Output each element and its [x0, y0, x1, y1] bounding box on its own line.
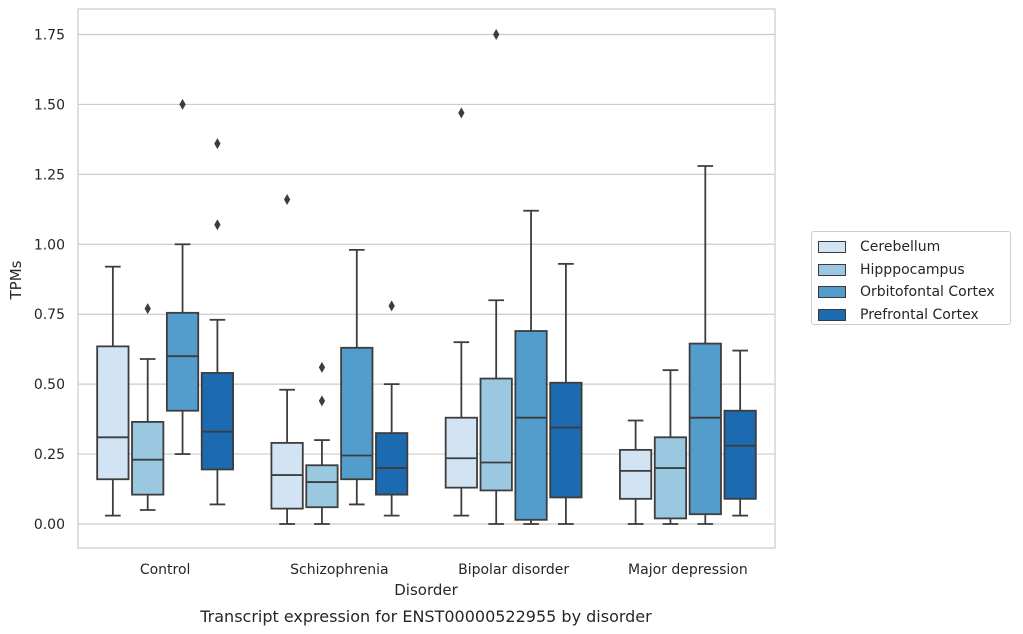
box — [165, 311, 200, 412]
box — [200, 372, 234, 471]
outlier-point — [283, 194, 291, 206]
box-plot — [165, 98, 200, 455]
box — [723, 409, 757, 500]
box-plot — [96, 265, 130, 517]
box-plots — [96, 29, 757, 525]
box-plot — [131, 303, 165, 511]
legend-label: Prefrontal Cortex — [860, 306, 979, 323]
box-plot — [479, 29, 513, 525]
y-tick-label: 1.50 — [34, 97, 65, 113]
box-plot — [549, 262, 583, 525]
box — [131, 421, 165, 496]
box-plot — [305, 361, 339, 525]
y-tick-label: 0.75 — [34, 307, 65, 323]
outlier-point — [214, 219, 221, 231]
legend-swatch — [818, 241, 846, 254]
x-axis-label: Disorder — [394, 581, 458, 599]
legend-label: Hipppocampus — [860, 261, 965, 278]
outlier-point — [144, 303, 151, 315]
box-plot — [723, 349, 757, 517]
box-plot — [200, 138, 234, 506]
box — [653, 436, 688, 520]
y-tick-label: 1.00 — [34, 237, 65, 253]
box-plot — [270, 194, 304, 525]
legend-swatch — [818, 263, 846, 276]
outlier-point — [318, 361, 326, 373]
box-plot — [619, 419, 653, 525]
legend-item: Cerebellum — [818, 236, 1010, 259]
box — [305, 464, 339, 509]
legend-swatch — [818, 286, 846, 299]
x-tick-label: Control — [140, 562, 191, 578]
y-tick-label: 1.25 — [34, 167, 65, 183]
x-tick-label: Schizophrenia — [290, 562, 388, 578]
box-plot — [653, 369, 688, 525]
box — [688, 342, 722, 516]
legend-item: Prefrontal Cortex — [818, 304, 1010, 327]
box-plot — [340, 248, 374, 506]
legend-item: Hipppocampus — [818, 259, 1010, 282]
box — [549, 381, 583, 499]
x-tick-labels: Control Schizophrenia Bipolar disorder Majo… — [140, 562, 748, 578]
y-tick-label: 0.00 — [34, 517, 65, 533]
outlier-point — [458, 107, 465, 119]
y-axis-label: TPMs — [7, 260, 25, 300]
legend: Cerebellum Hipppocampus Orbitofontal Corte… — [811, 231, 1011, 325]
outlier-point — [318, 395, 326, 407]
x-tick-label: Bipolar disorder — [458, 562, 569, 578]
x-tick-label: Major depression — [628, 562, 748, 578]
outlier-point — [388, 300, 395, 312]
y-tick-label: 0.50 — [34, 377, 65, 393]
legend-swatch — [818, 308, 846, 321]
box — [340, 346, 374, 481]
box — [375, 432, 409, 496]
plot-area-frame — [77, 8, 776, 549]
box-plot — [375, 300, 409, 517]
box — [479, 377, 513, 492]
y-tick-label: 1.75 — [34, 28, 65, 44]
chart-title: Transcript expression for ENST0000052295… — [199, 607, 652, 626]
box — [96, 345, 130, 481]
outlier-point — [493, 29, 500, 40]
outlier-point — [179, 98, 186, 110]
box — [619, 448, 653, 500]
legend-label: Orbitofontal Cortex — [860, 284, 995, 301]
outlier-point — [214, 138, 221, 150]
legend-label: Cerebellum — [860, 239, 941, 256]
box — [514, 330, 548, 521]
y-tick-label: 0.25 — [34, 447, 65, 463]
legend-item: Orbitofontal Cortex — [818, 281, 1010, 304]
box-plot — [688, 165, 722, 525]
box-plot — [514, 209, 548, 525]
box — [444, 416, 478, 489]
y-tick-labels: 0.00 0.25 0.50 0.75 1.00 1.25 1.50 1.75 — [34, 28, 65, 534]
box-plot — [444, 107, 478, 517]
